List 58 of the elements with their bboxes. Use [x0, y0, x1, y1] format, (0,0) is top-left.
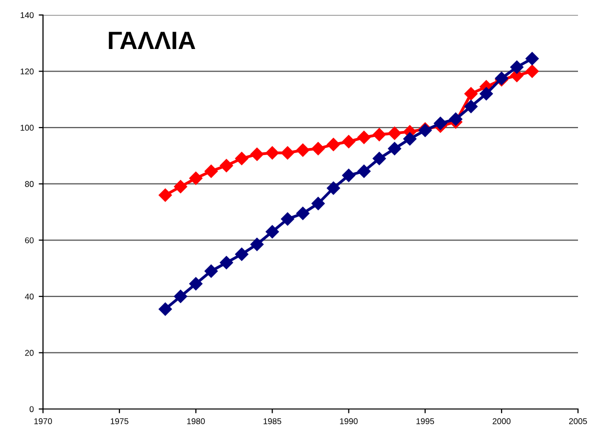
point — [464, 87, 478, 100]
point — [526, 64, 539, 78]
x-tick-label: 1975 — [110, 418, 128, 424]
point — [204, 264, 218, 278]
y-tick-label: 80 — [25, 181, 34, 187]
x-tick-label: 1990 — [340, 418, 358, 424]
x-tick-label: 1970 — [34, 418, 52, 424]
point — [158, 188, 172, 202]
point — [235, 248, 248, 261]
point — [342, 135, 356, 148]
point — [312, 196, 325, 210]
point — [220, 158, 234, 172]
point — [266, 225, 279, 238]
point — [510, 60, 524, 74]
point — [158, 302, 172, 316]
y-tick-label: 0 — [30, 406, 34, 412]
point — [357, 130, 371, 144]
point — [388, 142, 402, 156]
point — [326, 181, 340, 195]
point — [189, 277, 202, 290]
point — [326, 138, 340, 152]
point — [250, 238, 264, 251]
point — [480, 87, 493, 100]
point — [434, 116, 448, 130]
y-tick-label: 20 — [25, 350, 34, 356]
point — [372, 128, 386, 142]
point — [174, 180, 188, 194]
y-tick-label: 40 — [24, 294, 34, 300]
x-tick-label: 1980 — [187, 418, 205, 424]
point — [189, 172, 202, 185]
point — [280, 212, 294, 226]
y-tick-label: 140 — [20, 12, 34, 18]
point — [403, 132, 416, 146]
y-tick-label: 120 — [20, 68, 34, 74]
point — [235, 152, 248, 166]
x-tick-label: 1985 — [264, 418, 282, 424]
point — [280, 146, 294, 160]
y-tick-label: 60 — [25, 237, 34, 244]
point — [342, 168, 356, 182]
point — [296, 206, 310, 220]
point — [526, 52, 539, 66]
point — [449, 112, 462, 126]
point — [357, 164, 371, 178]
point — [204, 164, 218, 178]
x-tick-label: 2005 — [569, 418, 587, 424]
point — [266, 146, 279, 160]
point — [312, 142, 325, 156]
point — [296, 144, 310, 157]
x-tick-label: 1995 — [416, 418, 434, 424]
point — [250, 148, 264, 161]
y-tick-label: 100 — [20, 124, 34, 131]
point — [464, 100, 478, 114]
point — [372, 152, 386, 166]
point — [388, 126, 402, 140]
point — [174, 290, 188, 304]
x-tick-label: 2000 — [492, 418, 511, 424]
text: ΓΑΛΛΙΑ — [108, 32, 196, 50]
point — [220, 256, 234, 270]
